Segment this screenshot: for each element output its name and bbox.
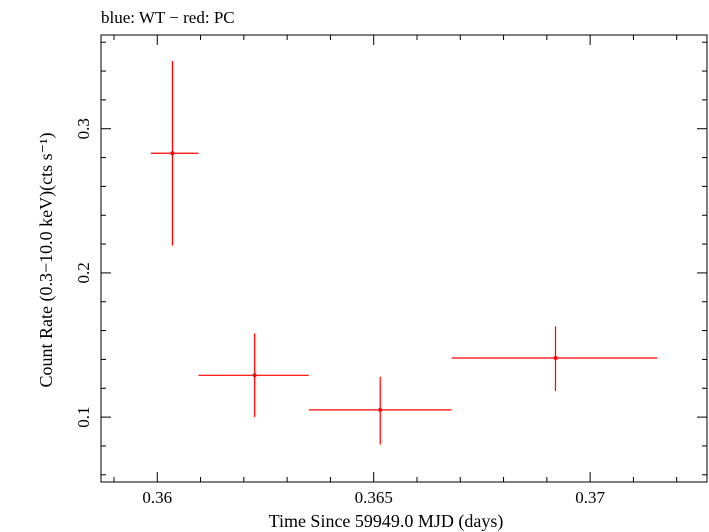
data-point [198, 333, 309, 418]
data-point [308, 376, 452, 445]
point-marker [553, 355, 558, 360]
y-axis-label: Count Rate (0.3−10.0 keV)(cts s⁻¹) [36, 132, 57, 387]
y-tick-label: 0.1 [74, 406, 93, 427]
y-tick-label: 0.3 [74, 118, 93, 139]
x-tick-label: 0.37 [575, 488, 605, 507]
y-tick-label: 0.2 [74, 262, 93, 283]
point-marker [170, 151, 175, 156]
x-tick-label: 0.36 [142, 488, 172, 507]
point-marker [378, 407, 383, 412]
plot-frame [100, 34, 708, 483]
data-points [150, 60, 658, 445]
data-point [150, 60, 199, 246]
axis-ticks [101, 35, 707, 482]
x-axis-label: Time Since 59949.0 MJD (days) [269, 511, 504, 532]
point-marker [252, 373, 257, 378]
chart-title: blue: WT − red: PC [101, 8, 235, 27]
data-point [451, 326, 658, 392]
tick-labels: 0.36 0.365 0.37 0.1 0.2 0.3 [74, 118, 606, 507]
x-tick-label: 0.365 [355, 488, 393, 507]
